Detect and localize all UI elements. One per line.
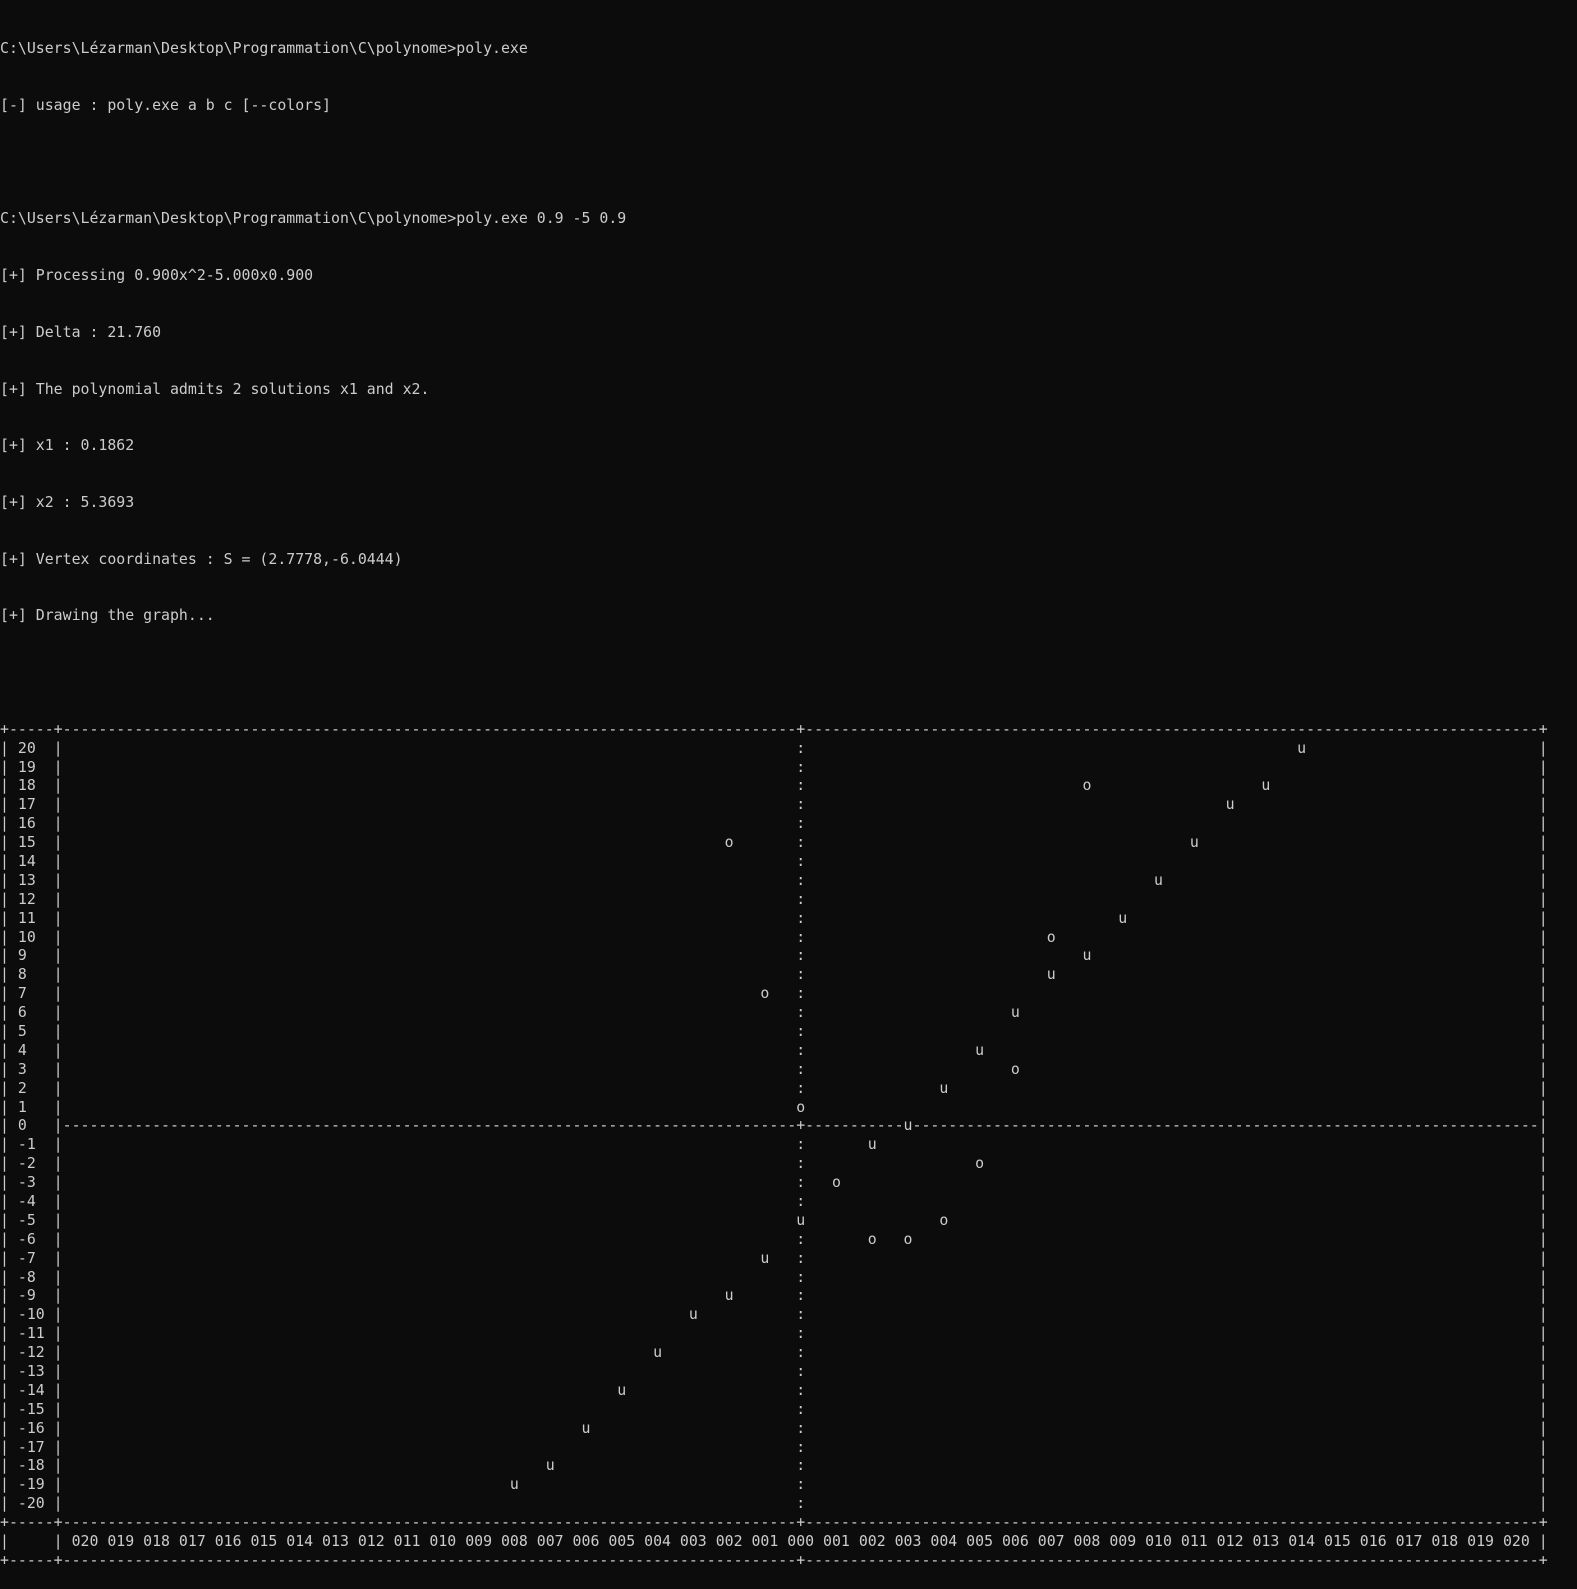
graph-row: | 9 | : u | xyxy=(0,946,1548,965)
graph-row: | -4 | : | xyxy=(0,1192,1548,1211)
graph-row: | -6 | : o o | xyxy=(0,1229,1548,1248)
graph-border-top: +-----+---------------------------------… xyxy=(0,719,1548,738)
graph-row: | 19 | : | xyxy=(0,757,1548,776)
graph-row: | 6 | : u | xyxy=(0,1003,1548,1022)
graph-row-x-axis: | 0 |-----------------------------------… xyxy=(0,1116,1548,1135)
graph-row: | -8 | : | xyxy=(0,1267,1548,1286)
graph-row: | -3 | : o | xyxy=(0,1173,1548,1192)
graph-row: | -5 | u o | xyxy=(0,1210,1548,1229)
graph-row: | -17 | : | xyxy=(0,1437,1548,1456)
terminal-line-x2: [+] x2 : 5.3693 xyxy=(0,492,135,511)
graph-row: | -16 | u : | xyxy=(0,1418,1548,1437)
graph-row: | 11 | : u | xyxy=(0,908,1548,927)
graph-row: | 10 | : o | xyxy=(0,927,1548,946)
terminal-line-blank xyxy=(0,663,1548,682)
terminal-line-prompt-1: C:\Users\Lézarman\Desktop\Programmation\… xyxy=(0,39,528,58)
graph-row: | 8 | : u | xyxy=(0,965,1548,984)
terminal-line-x1: [+] x1 : 0.1862 xyxy=(0,436,135,455)
graph-row: | -12 | u : | xyxy=(0,1343,1548,1362)
graph-row: | 17 | : u | xyxy=(0,795,1548,814)
graph-row: | 18 | : o u | xyxy=(0,776,1548,795)
graph-row: | 12 | : | xyxy=(0,889,1548,908)
graph-row: | -1 | : u | xyxy=(0,1135,1548,1154)
graph-row: | -2 | : o | xyxy=(0,1154,1548,1173)
terminal-line-drawing: [+] Drawing the graph... xyxy=(0,606,215,625)
graph-row: | 14 | : | xyxy=(0,851,1548,870)
terminal-line-processing: [+] Processing 0.900x^2-5.000x0.900 xyxy=(0,266,314,285)
graph-row: | -20 | : | xyxy=(0,1494,1548,1513)
terminal-line-solutions: [+] The polynomial admits 2 solutions x1… xyxy=(0,379,430,398)
terminal-line-delta: [+] Delta : 21.760 xyxy=(0,322,162,341)
graph-row: | -19 | u : | xyxy=(0,1475,1548,1494)
terminal-line-vertex: [+] Vertex coordinates : S = (2.7778,-6.… xyxy=(0,549,403,568)
graph-border-bottom: +-----+---------------------------------… xyxy=(0,1550,1548,1569)
terminal-line-usage: [-] usage : poly.exe a b c [--colors] xyxy=(0,96,332,115)
ascii-graph: +-----+---------------------------------… xyxy=(0,720,1548,1570)
graph-row: | -15 | : | xyxy=(0,1399,1548,1418)
graph-row: | 1 | o | xyxy=(0,1097,1548,1116)
graph-row: | 2 | : u | xyxy=(0,1078,1548,1097)
terminal-line-prompt-2: C:\Users\Lézarman\Desktop\Programmation\… xyxy=(0,209,627,228)
graph-row: | 5 | : | xyxy=(0,1022,1548,1040)
graph-row: | -13 | : | xyxy=(0,1362,1548,1381)
graph-row: | -9 | u : | xyxy=(0,1286,1548,1305)
graph-row: | 3 | : o | xyxy=(0,1059,1548,1078)
graph-border-middle: +-----+---------------------------------… xyxy=(0,1513,1548,1532)
graph-row: | 13 | : u | xyxy=(0,870,1548,889)
graph-row: | -14 | u : | xyxy=(0,1380,1548,1399)
terminal-line-blank xyxy=(0,153,1548,172)
graph-row: | 16 | : | xyxy=(0,814,1548,833)
graph-row: | -11 | : | xyxy=(0,1324,1548,1343)
graph-row: | -10 | u : | xyxy=(0,1305,1548,1324)
graph-row: | 7 | o : | xyxy=(0,984,1548,1003)
graph-row: | -7 | u : | xyxy=(0,1248,1548,1267)
graph-x-axis-labels: | | 020 019 018 017 016 015 014 013 012 … xyxy=(0,1532,1548,1551)
graph-row: | 20 | : u | xyxy=(0,738,1548,757)
graph-row: | 15 | o : u | xyxy=(0,833,1548,852)
graph-row: | -18 | u : | xyxy=(0,1456,1548,1475)
graph-row: | 4 | : u | xyxy=(0,1040,1548,1059)
